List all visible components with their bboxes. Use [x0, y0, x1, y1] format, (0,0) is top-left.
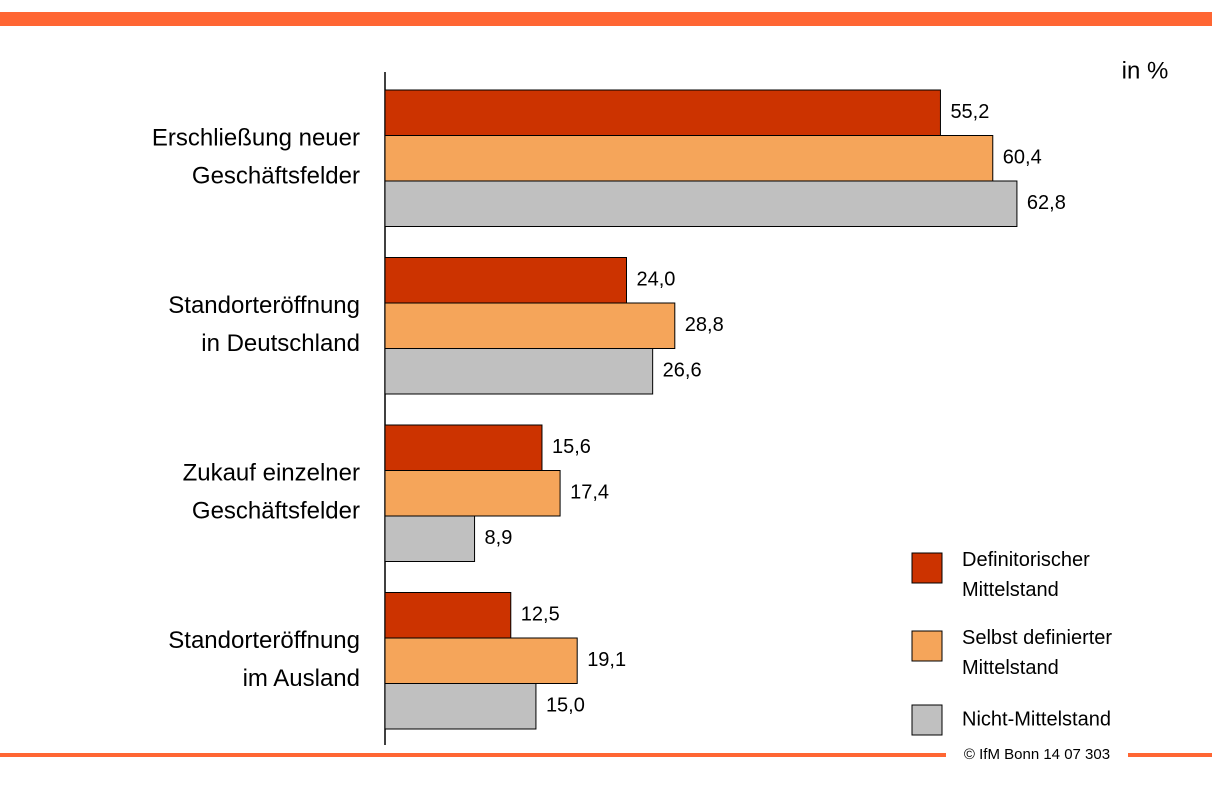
category-label: Standorteröffnung in Deutschland: [168, 292, 360, 357]
bar: [384, 348, 654, 395]
category-label: Zukauf einzelner Geschäftsfelder: [183, 460, 360, 525]
bar: [384, 135, 994, 182]
bar: [384, 470, 561, 517]
category-label: Erschließung neuer Geschäftsfelder: [152, 125, 360, 190]
value-label: 15,0: [546, 695, 585, 717]
bar: [384, 592, 512, 639]
bar: [384, 180, 1018, 227]
value-label: 15,6: [552, 436, 591, 458]
value-label: 60,4: [1003, 147, 1042, 169]
legend-swatch: [911, 630, 943, 662]
value-label: 19,1: [587, 649, 626, 671]
legend-label: Definitorischer Mittelstand: [962, 549, 1090, 601]
value-label: 8,9: [485, 527, 513, 549]
value-label: 24,0: [637, 269, 676, 291]
top-band: [0, 12, 1212, 26]
unit-label: in %: [1122, 57, 1169, 84]
value-label: 26,6: [663, 360, 702, 382]
legend-label: Nicht-Mittelstand: [962, 708, 1111, 730]
bar: [384, 424, 543, 471]
bar: [384, 683, 537, 730]
legend-label: Selbst definierter Mittelstand: [962, 627, 1112, 679]
bar: [384, 515, 476, 562]
bar: [384, 637, 578, 684]
bar: [384, 257, 627, 304]
category-label: Standorteröffnung im Ausland: [168, 627, 360, 692]
bar: [384, 89, 941, 136]
legend-swatch: [911, 552, 943, 584]
value-label: 62,8: [1027, 192, 1066, 214]
bar: [384, 302, 676, 349]
value-label: 28,8: [685, 314, 724, 336]
legend-swatch: [911, 704, 943, 736]
value-label: 55,2: [950, 101, 989, 123]
footer: © IfM Bonn 14 07 303: [964, 746, 1110, 763]
value-label: 12,5: [521, 604, 560, 626]
value-label: 17,4: [570, 482, 609, 504]
